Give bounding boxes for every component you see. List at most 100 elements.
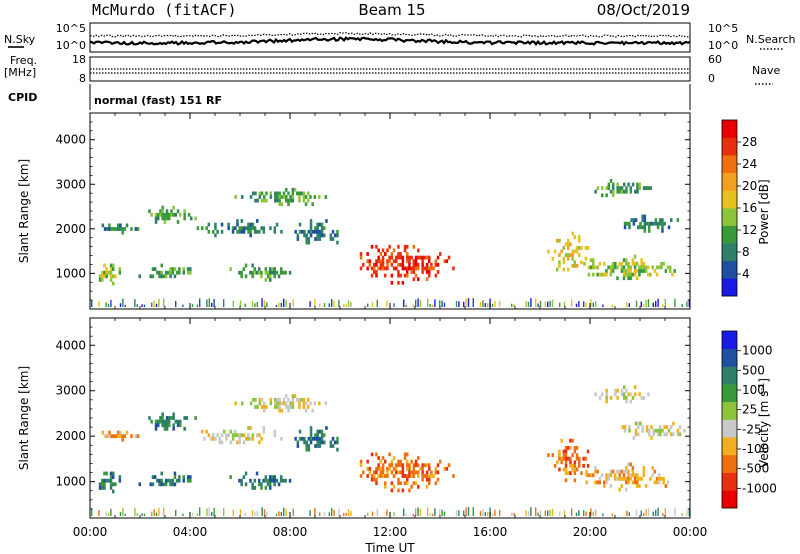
velocity-echo-cell (628, 425, 631, 429)
velocity-clutter-cell (484, 512, 486, 516)
velocity-clutter-cell (539, 509, 542, 516)
velocity-echo-cell (629, 476, 632, 481)
power-echo-cell (289, 198, 292, 203)
velocity-echo-cell (586, 464, 590, 468)
power-clutter-cell (263, 300, 266, 307)
velocity-echo-cell (634, 432, 638, 437)
power-echo-cell (187, 212, 191, 217)
power-echo-cell (207, 229, 211, 234)
velocity-echo-cell (631, 480, 635, 485)
velocity-echo-cell (260, 397, 264, 402)
power-echo-cell (323, 226, 326, 231)
velocity-echo-cell (634, 385, 637, 389)
power-clutter-cell (223, 299, 225, 307)
velocity-colorbar-tick-label: 1000 (742, 344, 773, 358)
velocity-echo-cell (553, 464, 557, 468)
power-echo-cell (169, 274, 172, 279)
velocity-echo-cell (618, 473, 621, 478)
time-tick-label: 20:00 (573, 525, 608, 539)
velocity-echo-cell (641, 428, 644, 433)
power-echo-cell (117, 227, 120, 231)
power-echo-cell (573, 249, 577, 254)
power-clutter-cell (664, 298, 666, 307)
power-echo-cell (425, 266, 429, 271)
velocity-echo-cell (318, 440, 322, 445)
velocity-clutter-cell (611, 513, 614, 516)
velocity-echo-cell (234, 429, 237, 434)
power-echo-cell (325, 219, 328, 223)
velocity-echo-cell (240, 482, 243, 487)
velocity-echo-cell (560, 460, 563, 465)
power-echo-cell (291, 187, 295, 192)
power-echo-cell (252, 191, 255, 196)
velocity-echo-cell (169, 478, 172, 483)
power-echo-cell (629, 272, 632, 277)
velocity-echo-cell (607, 473, 610, 478)
velocity-echo-cell (375, 466, 378, 471)
velocity-colorbar-tick-label: -100 (742, 442, 769, 456)
velocity-echo-cell (303, 440, 306, 445)
time-tick-label: 12:00 (373, 525, 408, 539)
velocity-echo-cell (655, 476, 659, 481)
power-echo-cell (265, 191, 268, 196)
power-echo-cell (616, 182, 619, 187)
velocity-echo-cell (316, 436, 319, 441)
power-echo-cell (336, 233, 339, 238)
time-tick-label: 16:00 (473, 525, 508, 539)
velocity-echo-cell (605, 399, 608, 404)
velocity-echo-cell (258, 433, 261, 438)
power-echo-cell (373, 270, 376, 274)
power-echo-cell (381, 262, 385, 267)
power-clutter-cell (141, 304, 143, 307)
power-echo-cell (329, 237, 333, 241)
power-echo-cell (160, 263, 163, 268)
velocity-echo-cell (262, 426, 266, 430)
velocity-echo-cell (274, 405, 277, 409)
velocity-echo-cell (421, 463, 424, 468)
velocity-echo-cell (157, 423, 160, 428)
velocity-echo-cell (179, 419, 182, 424)
power-echo-cell (399, 252, 402, 256)
velocity-echo-cell (275, 478, 279, 483)
velocity-echo-cell (567, 456, 570, 461)
velocity-echo-cell (641, 425, 644, 429)
velocity-colorbar-label-main: Velocity [m s (757, 391, 771, 468)
power-echo-cell (381, 259, 385, 264)
power-echo-cell (105, 267, 108, 271)
power-echo-cell (154, 216, 158, 221)
power-echo-cell (305, 240, 308, 245)
velocity-echo-cell (569, 438, 572, 443)
power-echo-cell (662, 261, 665, 266)
power-echo-cell (377, 266, 380, 271)
velocity-echo-cell (586, 449, 590, 454)
power-echo-cell (179, 212, 182, 217)
power-echo-cell (109, 274, 113, 279)
velocity-echo-cell (165, 416, 169, 420)
nsky-trace (89, 36, 691, 46)
velocity-echo-cell (106, 434, 109, 439)
velocity-echo-cell (302, 405, 306, 409)
velocity-echo-cell (112, 471, 115, 476)
power-echo-cell (289, 195, 292, 199)
power-echo-cell (395, 255, 398, 260)
velocity-clutter-cell (491, 512, 494, 516)
velocity-echo-cell (401, 470, 405, 475)
power-clutter-cell (314, 298, 316, 307)
power-echo-cell (605, 269, 608, 273)
velocity-echo-cell (571, 464, 574, 468)
velocity-echo-cell (291, 394, 295, 399)
velocity-echo-cell (298, 429, 302, 434)
velocity-echo-cell (320, 433, 324, 438)
power-clutter-cell (551, 299, 554, 307)
velocity-echo-cell (656, 432, 660, 437)
power-clutter-cell (386, 300, 388, 307)
velocity-clutter-cell (434, 508, 436, 516)
velocity-echo-cell (636, 484, 639, 488)
power-echo-cell (101, 270, 104, 275)
velocity-echo-cell (414, 481, 418, 486)
power-echo-cell (651, 265, 654, 270)
power-echo-cell (660, 261, 663, 266)
velocity-echo-cell (650, 436, 653, 440)
power-echo-cell (648, 221, 651, 226)
velocity-echo-cell (589, 473, 593, 478)
